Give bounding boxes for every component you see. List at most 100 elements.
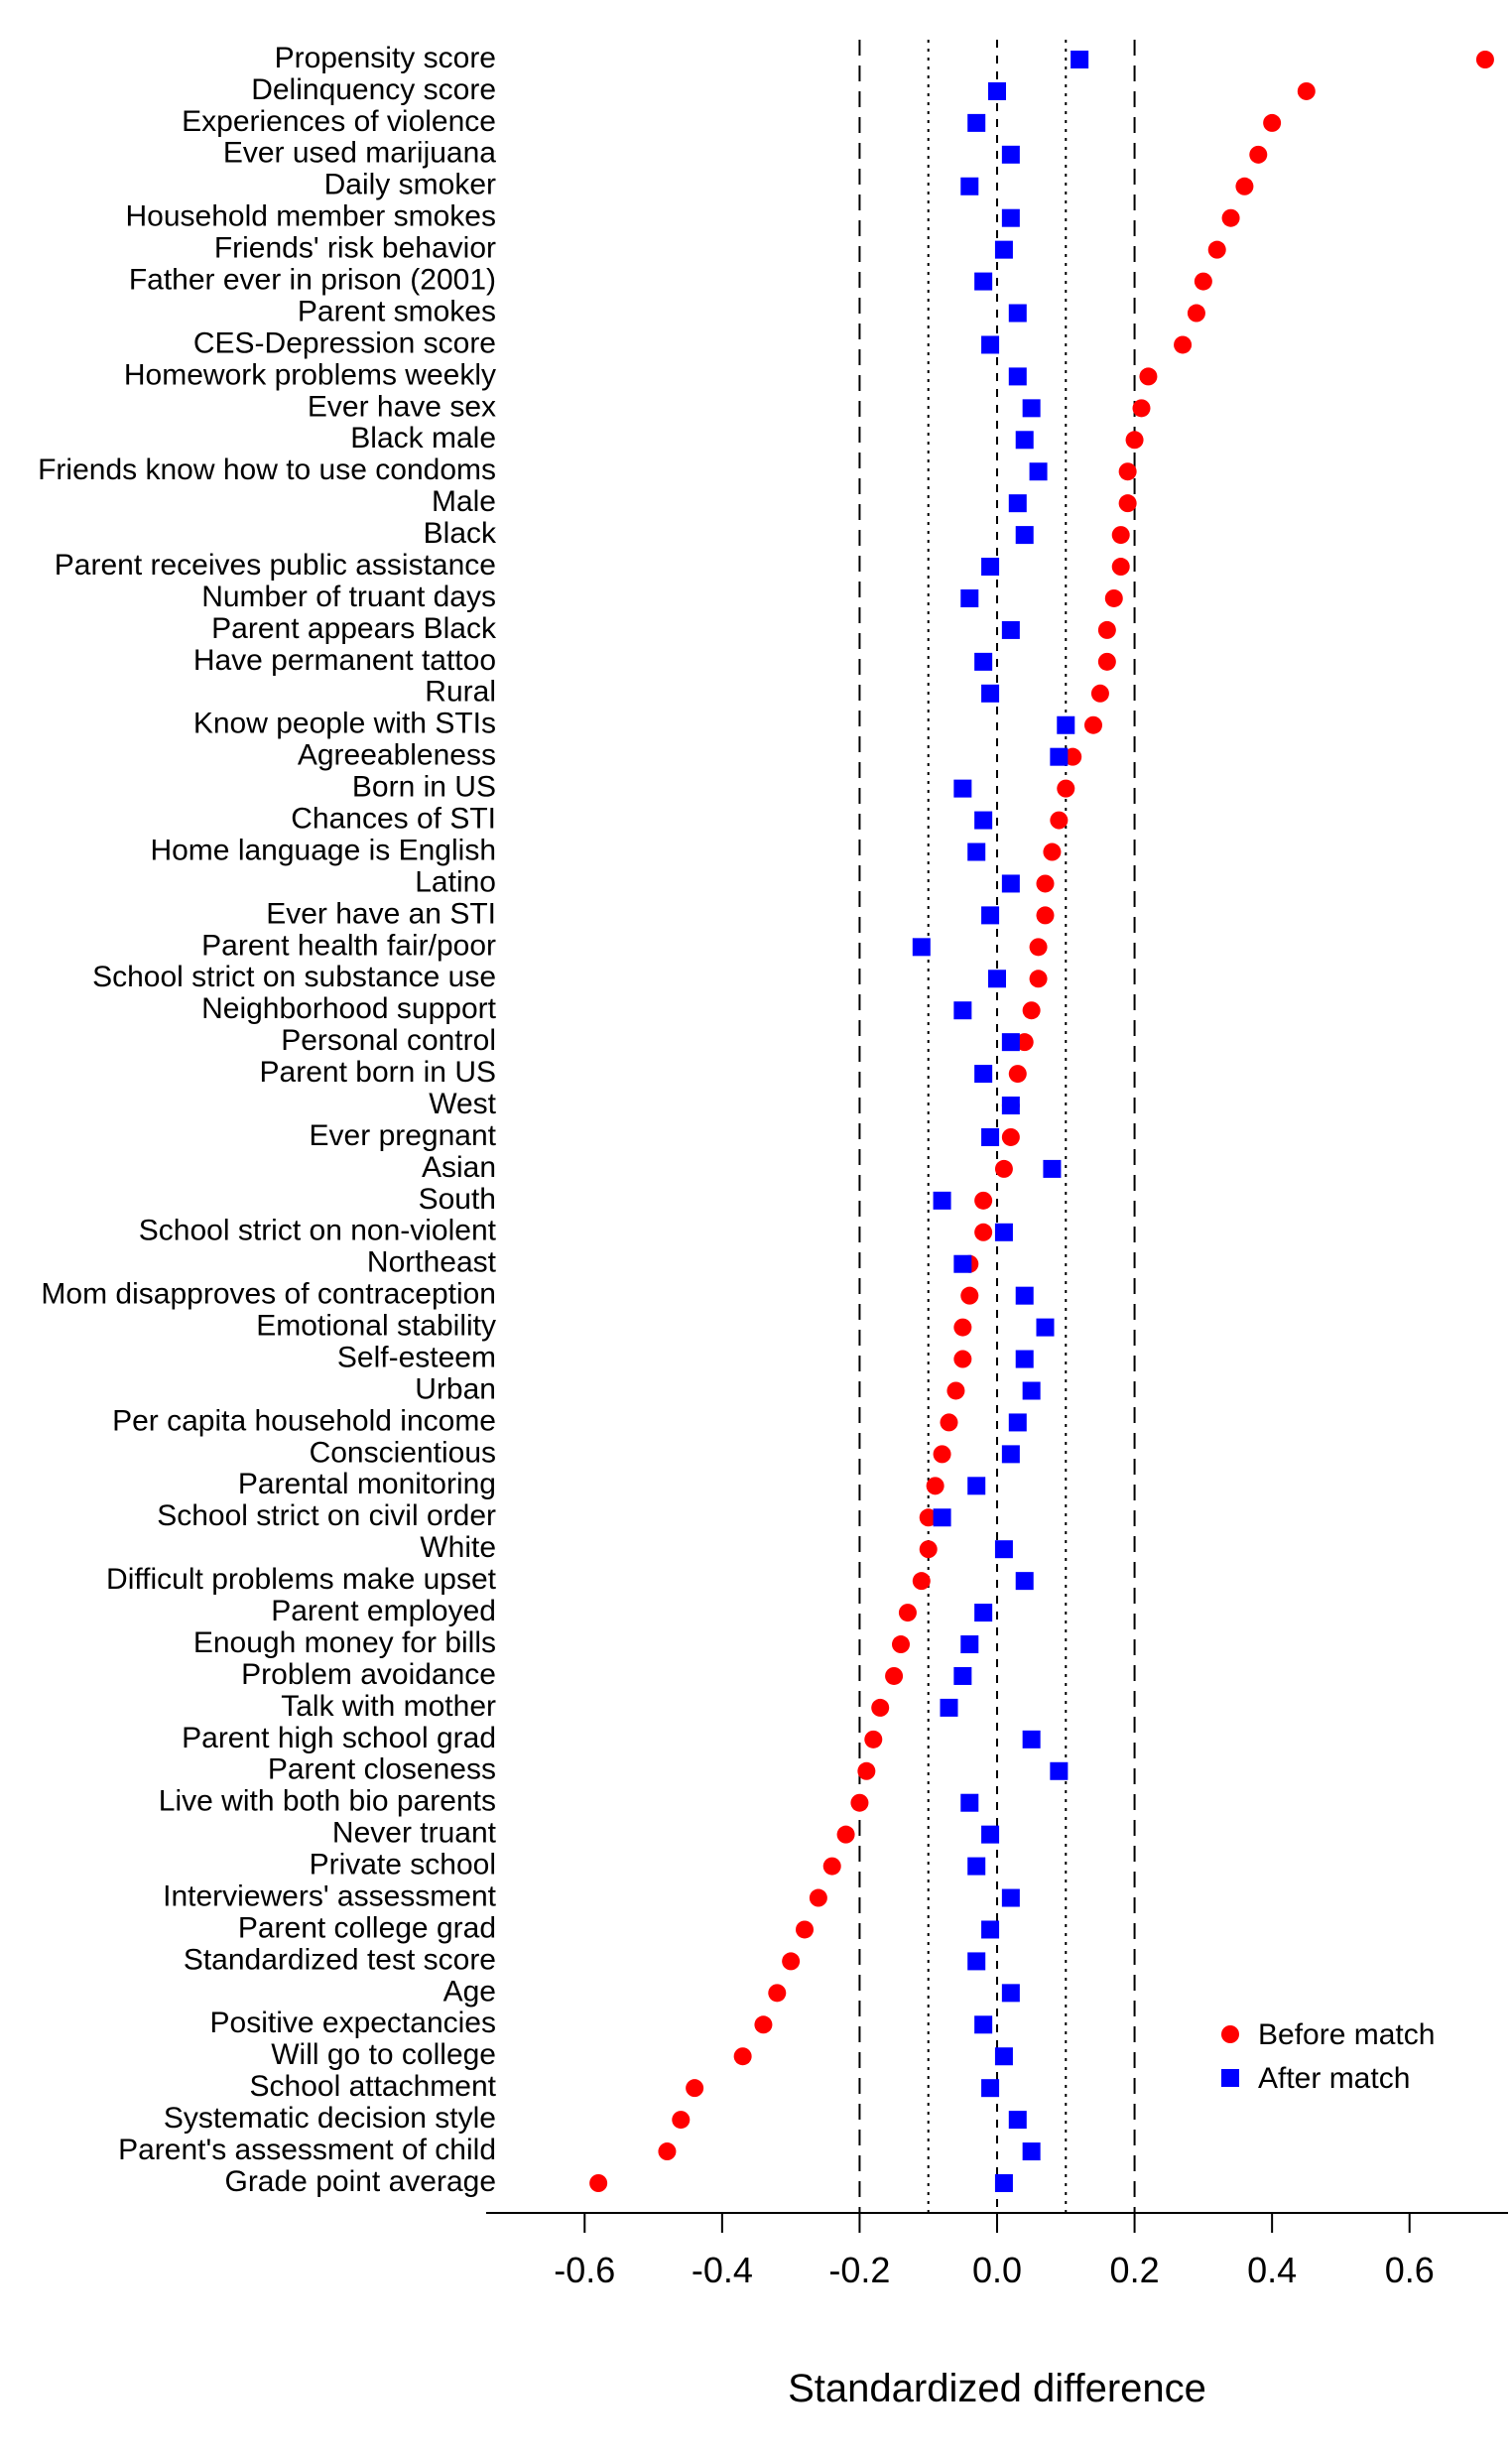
after-match-point bbox=[995, 1224, 1013, 1241]
after-match-point bbox=[913, 938, 931, 956]
legend-marker-before bbox=[1221, 2025, 1239, 2043]
after-match-point bbox=[1016, 526, 1034, 544]
x-tick-label: 0.0 bbox=[972, 2250, 1022, 2290]
covariate-label: Rural bbox=[425, 676, 496, 709]
before-match-point bbox=[953, 1319, 971, 1337]
covariate-label: Black bbox=[424, 517, 497, 550]
before-match-point bbox=[1112, 526, 1130, 544]
after-match-point bbox=[988, 970, 1006, 987]
after-match-point bbox=[981, 1128, 999, 1146]
covariate-label: Agreeableness bbox=[298, 739, 496, 772]
covariate-label: Ever used marijuana bbox=[223, 137, 496, 170]
covariate-label: Male bbox=[432, 485, 496, 518]
covariate-label: Number of truant days bbox=[201, 581, 496, 613]
covariate-label: Live with both bio parents bbox=[159, 1785, 496, 1818]
x-tick-label: -0.6 bbox=[554, 2250, 615, 2290]
covariate-label: Urban bbox=[415, 1372, 496, 1405]
after-match-point bbox=[1050, 748, 1068, 766]
before-match-point bbox=[934, 1445, 951, 1463]
before-match-point bbox=[1476, 51, 1494, 68]
after-match-point bbox=[995, 2174, 1013, 2192]
after-match-point bbox=[1043, 1160, 1061, 1178]
after-match-point bbox=[981, 1920, 999, 1938]
after-match-point bbox=[967, 1858, 985, 1876]
before-match-point bbox=[796, 1920, 814, 1938]
before-match-point bbox=[913, 1572, 931, 1590]
covariate-label: Parent college grad bbox=[238, 1911, 496, 1944]
after-match-point bbox=[1016, 1351, 1034, 1368]
covariate-label: Enough money for bills bbox=[193, 1626, 496, 1659]
after-match-point bbox=[1023, 2142, 1041, 2160]
after-match-point bbox=[1009, 305, 1027, 323]
covariate-label: School strict on civil order bbox=[157, 1499, 496, 1532]
before-match-point bbox=[1174, 335, 1192, 353]
before-match-point bbox=[960, 1287, 978, 1305]
before-match-point bbox=[1050, 812, 1068, 830]
before-match-point bbox=[1139, 367, 1157, 385]
covariate-label: Homework problems weekly bbox=[124, 358, 496, 391]
before-match-point bbox=[1030, 970, 1048, 987]
covariate-label: Grade point average bbox=[224, 2165, 496, 2198]
covariate-label: Per capita household income bbox=[112, 1404, 496, 1437]
before-match-point bbox=[810, 1889, 827, 1907]
covariate-label: Ever pregnant bbox=[310, 1119, 497, 1152]
after-match-point bbox=[1023, 399, 1041, 417]
before-match-point bbox=[837, 1826, 855, 1844]
after-match-point bbox=[1002, 1889, 1020, 1907]
covariate-label: Parent closeness bbox=[268, 1753, 496, 1786]
covariate-label: Problem avoidance bbox=[241, 1658, 496, 1691]
legend-label: Before match bbox=[1258, 2018, 1435, 2051]
before-match-point bbox=[920, 1540, 938, 1558]
covariate-label: Parent's assessment of child bbox=[118, 2134, 496, 2166]
before-match-point bbox=[1043, 843, 1061, 861]
after-match-point bbox=[1037, 1319, 1055, 1337]
covariate-label: Household member smokes bbox=[126, 200, 497, 233]
covariate-label: White bbox=[420, 1531, 496, 1564]
before-match-point bbox=[974, 1192, 992, 1210]
after-match-point bbox=[981, 906, 999, 924]
covariate-label: Black male bbox=[350, 422, 496, 454]
before-match-point bbox=[1112, 558, 1130, 576]
before-match-point bbox=[885, 1667, 903, 1685]
covariate-label: Parental monitoring bbox=[238, 1468, 496, 1500]
after-match-point bbox=[1002, 874, 1020, 892]
covariate-label: Parent receives public assistance bbox=[55, 549, 496, 582]
after-match-point bbox=[981, 2079, 999, 2097]
after-match-point bbox=[960, 178, 978, 195]
after-match-point bbox=[960, 1794, 978, 1812]
before-match-point bbox=[1037, 874, 1055, 892]
x-tick-label: -0.2 bbox=[828, 2250, 890, 2290]
covariate-label: Parent born in US bbox=[260, 1056, 496, 1089]
before-match-point bbox=[995, 1160, 1013, 1178]
covariate-label: Neighborhood support bbox=[201, 992, 497, 1025]
before-match-point bbox=[782, 1952, 800, 1970]
covariate-label: Know people with STIs bbox=[193, 708, 496, 740]
x-axis-title: Standardized difference bbox=[788, 2367, 1206, 2410]
covariate-label: Parent health fair/poor bbox=[201, 929, 496, 962]
after-match-point bbox=[995, 2047, 1013, 2065]
after-match-point bbox=[995, 1540, 1013, 1558]
after-match-point bbox=[974, 1065, 992, 1083]
covariate-label: Ever have sex bbox=[308, 390, 496, 423]
before-match-point bbox=[857, 1762, 875, 1780]
after-match-point bbox=[974, 812, 992, 830]
x-tick-label: 0.2 bbox=[1110, 2250, 1160, 2290]
after-match-point bbox=[995, 241, 1013, 259]
before-match-point bbox=[974, 1224, 992, 1241]
after-match-point bbox=[981, 335, 999, 353]
after-match-point bbox=[1009, 2111, 1027, 2129]
covariate-label: Northeast bbox=[367, 1246, 497, 1279]
before-match-point bbox=[1188, 305, 1205, 323]
before-match-point bbox=[754, 2015, 772, 2033]
before-match-point bbox=[1009, 1065, 1027, 1083]
after-match-point bbox=[967, 114, 985, 132]
after-match-point bbox=[1002, 1445, 1020, 1463]
covariate-label: Home language is English bbox=[150, 834, 496, 866]
after-match-point bbox=[981, 685, 999, 703]
before-match-point bbox=[1037, 906, 1055, 924]
covariate-label: Never truant bbox=[332, 1817, 497, 1850]
after-match-point bbox=[1002, 621, 1020, 639]
before-match-point bbox=[1023, 1001, 1041, 1019]
after-match-point bbox=[1002, 1033, 1020, 1051]
before-match-point bbox=[1126, 431, 1144, 449]
